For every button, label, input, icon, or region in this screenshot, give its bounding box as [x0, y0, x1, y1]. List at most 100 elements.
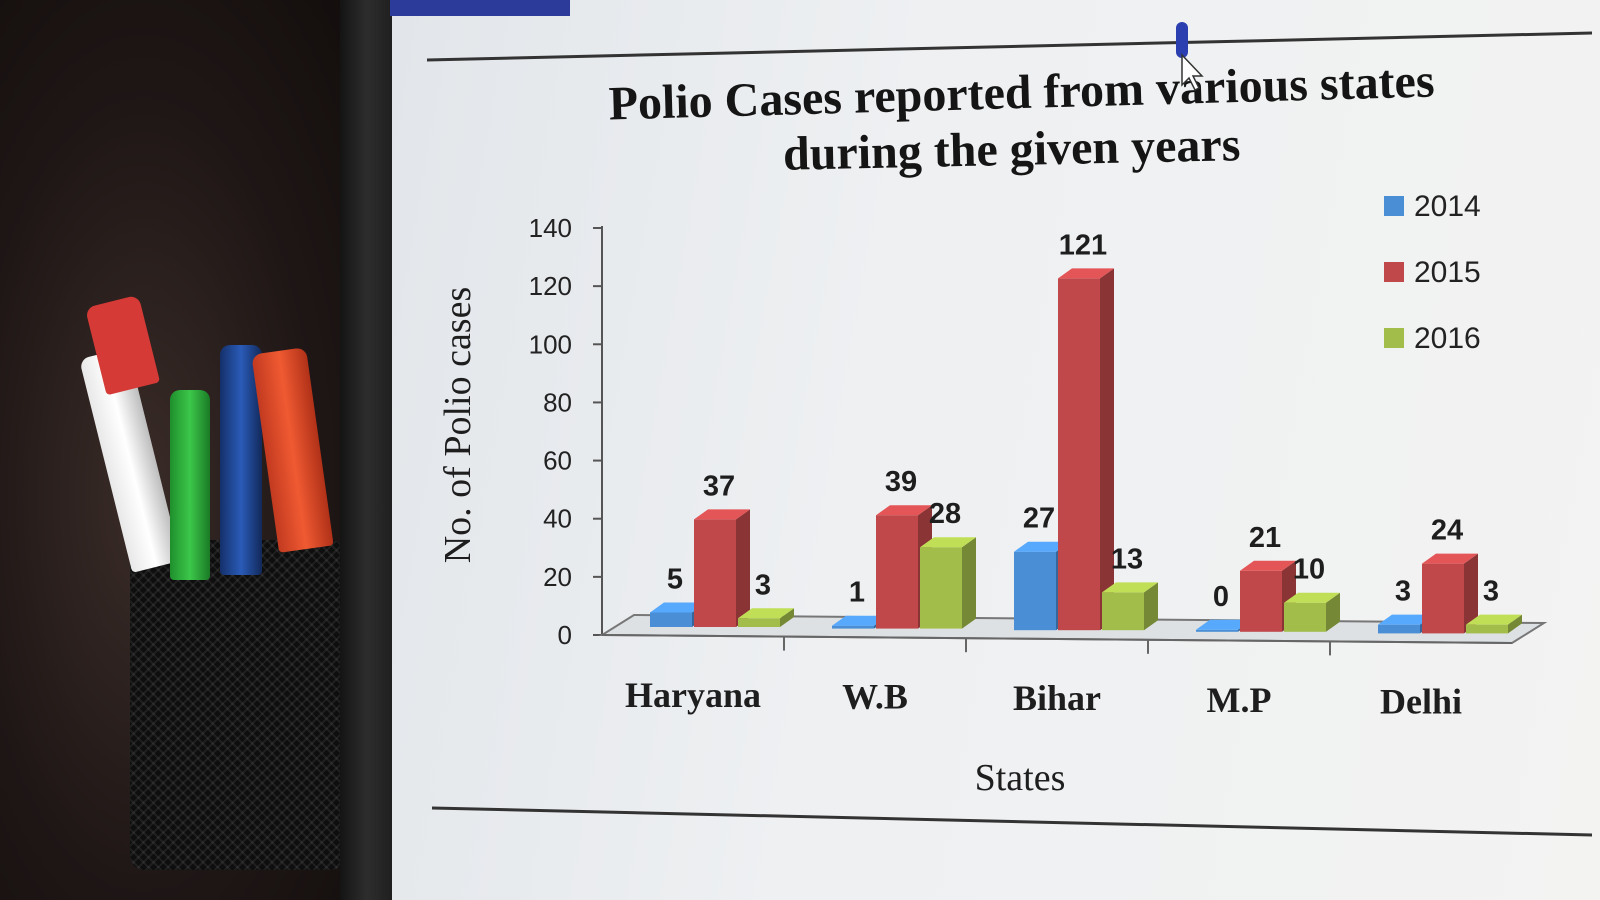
scroll-handle [1176, 22, 1188, 58]
bar-side [1326, 592, 1340, 632]
legend-swatch [1384, 328, 1404, 348]
legend: 2014 2015 2016 [1384, 190, 1481, 355]
category-label: Bihar [1013, 678, 1101, 718]
x-axis-line [601, 634, 1513, 644]
category-label: W.B [842, 677, 908, 717]
bar-front [832, 625, 874, 629]
bar-front [1014, 551, 1056, 631]
mouse-cursor [1176, 22, 1204, 92]
legend-item: 2014 [1384, 190, 1481, 223]
polio-chart: Polio Cases reported from various states… [426, 22, 1593, 837]
bar-side [1464, 553, 1478, 634]
data-label: 1 [849, 577, 865, 609]
bar-front [876, 515, 918, 629]
data-label: 21 [1249, 522, 1281, 554]
bar [694, 509, 750, 627]
category-labels: Haryana W.B Bihar M.P Delhi [625, 675, 1462, 721]
legend-label: 2015 [1414, 256, 1481, 289]
legend-item: 2016 [1384, 322, 1481, 355]
data-label: 39 [885, 466, 917, 498]
bar [1284, 592, 1340, 632]
bar-side [1508, 614, 1522, 634]
bar-front [1422, 563, 1464, 634]
y-tick-label: 140 [529, 213, 572, 243]
data-label: 3 [1483, 576, 1499, 608]
category-label: Delhi [1380, 681, 1462, 721]
bar-front [1240, 570, 1282, 632]
y-axis-title: No. of Polio cases [437, 287, 479, 564]
bars [650, 268, 1522, 634]
data-label: 3 [755, 569, 771, 601]
bar [1058, 268, 1114, 631]
cursor-arrow-icon [1181, 53, 1204, 92]
y-tick-label: 60 [543, 446, 572, 476]
data-label: 13 [1111, 543, 1143, 575]
data-label: 0 [1213, 581, 1229, 613]
data-label: 5 [667, 563, 683, 595]
bar-front [650, 612, 692, 627]
slide-top-rule [426, 31, 1593, 62]
green-marker [170, 390, 210, 580]
category-label: M.P [1207, 680, 1272, 720]
bar-top [650, 602, 706, 613]
bar-side [780, 608, 794, 627]
y-tick-label: 100 [529, 329, 572, 359]
bar [1466, 614, 1522, 634]
x-axis-title: States [975, 757, 1066, 799]
y-tick-label: 120 [529, 271, 572, 301]
bar-front [738, 618, 780, 627]
bar-top [832, 615, 888, 626]
chart-title-line-2: during the given years [782, 118, 1240, 181]
bar-top [1466, 614, 1522, 625]
data-label: 3 [1395, 576, 1411, 608]
bar-top [694, 509, 750, 520]
bar-side [736, 509, 750, 627]
bar-top [920, 537, 976, 548]
monitor-screen [392, 0, 1600, 900]
bar-top [1378, 614, 1434, 625]
slide-bottom-rule [431, 806, 1593, 837]
bar-top [876, 505, 932, 516]
y-tick-label: 20 [543, 562, 572, 592]
legend-swatch [1384, 262, 1404, 282]
y-axis: 0 20 40 60 80 100 120 140 [529, 213, 603, 650]
bar-side [1100, 268, 1114, 631]
slide-tab-strip [390, 0, 570, 16]
bar-top [738, 608, 794, 619]
chart-title-line-1: Polio Cases reported from various states [608, 54, 1435, 130]
bar-front [920, 547, 962, 629]
bar [1102, 582, 1158, 631]
bar-front [1284, 602, 1326, 632]
bar-top [1284, 592, 1340, 603]
bar-front [694, 519, 736, 627]
bar-front [1378, 624, 1420, 634]
y-tick-label: 0 [558, 620, 572, 650]
data-label: 121 [1059, 229, 1107, 261]
bar [1422, 553, 1478, 634]
bar-top [1196, 619, 1252, 630]
bar-top [1422, 553, 1478, 564]
bar [738, 608, 794, 627]
bar-front [1102, 592, 1144, 631]
bar-front [1196, 629, 1238, 632]
category-label: Haryana [625, 675, 761, 715]
data-label: 27 [1023, 503, 1055, 535]
bar-top [1058, 268, 1114, 279]
bar [1240, 560, 1296, 632]
bar [920, 537, 976, 629]
bar-front [1466, 624, 1508, 634]
data-labels: 5 37 3 1 39 28 27 121 13 0 21 10 3 24 3 [667, 229, 1499, 612]
legend-label: 2016 [1414, 322, 1481, 355]
bar-side [962, 537, 976, 629]
chart-title: Polio Cases reported from various states… [608, 54, 1435, 180]
y-tick-label: 80 [543, 387, 572, 417]
data-label: 10 [1293, 554, 1325, 586]
bar-top [1240, 560, 1296, 571]
monitor-bezel [340, 0, 400, 900]
legend-label: 2014 [1414, 190, 1481, 223]
legend-swatch [1384, 196, 1404, 216]
bar-side [1144, 582, 1158, 631]
data-label: 28 [929, 498, 961, 530]
y-tick-label: 40 [543, 504, 572, 534]
